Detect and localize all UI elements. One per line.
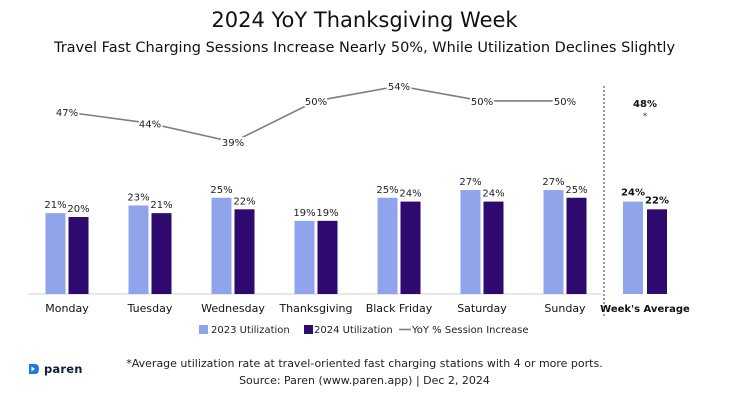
yoy-weeks-average-marker: * <box>643 112 648 122</box>
legend-label-yoy-session-increase: YoY % Session Increase <box>411 325 529 336</box>
yoy-label-wednesday: 39% <box>222 138 244 149</box>
legend-label-2023-utilization: 2023 Utilization <box>211 325 290 336</box>
paren-logo: paren <box>26 362 83 376</box>
source-note: Source: Paren (www.paren.app) | Dec 2, 2… <box>239 374 490 387</box>
bar-2024-black-friday <box>400 201 421 294</box>
bar-2024-monday <box>68 217 89 294</box>
yoy-label-weeks-average: 48% <box>633 99 657 110</box>
legend-label-2024-utilization: 2024 Utilization <box>314 325 393 336</box>
bar-label-2024-tuesday: 21% <box>150 200 172 211</box>
bar-label-2023-thanksgiving: 19% <box>293 208 315 219</box>
bar-2024-weeks-average <box>647 209 667 294</box>
footnote: *Average utilization rate at travel-orie… <box>126 357 603 370</box>
x-tick-label-weeks-average: Week's Average <box>600 304 690 315</box>
yoy-label-monday: 47% <box>56 108 78 119</box>
bar-2024-thanksgiving <box>317 220 338 294</box>
x-tick-label-monday: Monday <box>45 302 89 315</box>
yoy-label-tuesday: 44% <box>139 119 161 130</box>
chart-title: 2024 YoY Thanksgiving Week <box>211 8 518 32</box>
bar-2023-wednesday <box>211 197 232 294</box>
x-tick-label-black-friday: Black Friday <box>366 302 433 315</box>
bar-label-2023-saturday: 27% <box>459 177 481 188</box>
bar-2023-saturday <box>460 190 481 294</box>
bar-2023-thanksgiving <box>294 220 315 294</box>
bar-2023-weeks-average <box>623 201 643 294</box>
bar-label-2023-black-friday: 25% <box>376 185 398 196</box>
yoy-label-black-friday: 54% <box>388 82 410 93</box>
chart-subtitle: Travel Fast Charging Sessions Increase N… <box>53 40 676 56</box>
paren-logo-text: paren <box>44 362 83 376</box>
x-tick-label-tuesday: Tuesday <box>127 302 173 315</box>
bar-label-2024-weeks-average: 22% <box>645 195 669 206</box>
bar-label-2023-sunday: 27% <box>542 177 564 188</box>
bar-2023-monday <box>45 213 66 294</box>
bar-label-2024-monday: 20% <box>67 204 89 215</box>
yoy-label-thanksgiving: 50% <box>305 97 327 108</box>
legend-swatch-2024-utilization <box>304 325 313 334</box>
bar-label-2024-black-friday: 24% <box>399 189 421 200</box>
bar-2023-black-friday <box>377 197 398 294</box>
bar-2024-wednesday <box>234 209 255 294</box>
bar-label-2024-saturday: 24% <box>482 189 504 200</box>
x-tick-label-thanksgiving: Thanksgiving <box>278 302 352 315</box>
bar-2024-tuesday <box>151 213 172 294</box>
bar-2023-sunday <box>543 190 564 294</box>
legend-swatch-2023-utilization <box>199 325 208 334</box>
x-tick-label-wednesday: Wednesday <box>201 302 265 315</box>
yoy-label-saturday: 50% <box>471 97 493 108</box>
bar-label-2023-tuesday: 23% <box>127 192 149 203</box>
bar-label-2023-monday: 21% <box>44 200 66 211</box>
bar-label-2024-wednesday: 22% <box>233 196 255 207</box>
bar-2023-tuesday <box>128 205 149 294</box>
paren-logo-icon <box>29 364 39 374</box>
bar-2024-saturday <box>483 201 504 294</box>
bar-label-2023-wednesday: 25% <box>210 185 232 196</box>
bar-label-2024-sunday: 25% <box>565 185 587 196</box>
x-tick-label-saturday: Saturday <box>457 302 507 315</box>
x-tick-label-sunday: Sunday <box>544 302 586 315</box>
yoy-session-increase-line <box>66 85 565 143</box>
bar-label-2023-weeks-average: 24% <box>621 188 645 199</box>
bar-2024-sunday <box>566 197 587 294</box>
yoy-label-sunday: 50% <box>554 97 576 108</box>
bar-label-2024-thanksgiving: 19% <box>316 208 338 219</box>
